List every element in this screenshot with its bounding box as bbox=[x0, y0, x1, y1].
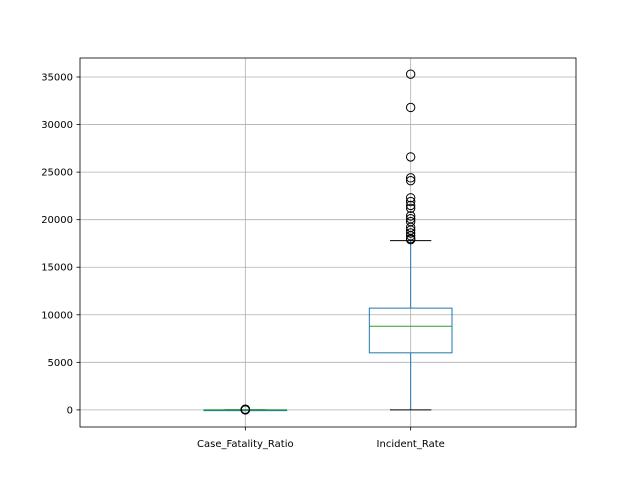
outlier-point bbox=[405, 228, 416, 238]
grid-lines bbox=[80, 58, 576, 427]
outlier-point bbox=[405, 200, 416, 211]
outlier-point bbox=[405, 152, 416, 162]
outlier-point bbox=[240, 404, 251, 414]
x-axis-ticks: Case_Fatality_Ratio Incident_Rate bbox=[197, 427, 445, 450]
y-tick-label: 35000 bbox=[41, 73, 73, 84]
outlier-point bbox=[405, 203, 416, 213]
outlier-point bbox=[405, 175, 416, 186]
box-Case_Fatality_Ratio bbox=[203, 404, 288, 415]
outlier-point bbox=[405, 69, 416, 79]
x-tick-label: Incident_Rate bbox=[377, 439, 445, 450]
y-tick-label: 5000 bbox=[48, 358, 73, 369]
box-series bbox=[203, 69, 453, 415]
y-tick-label: 0 bbox=[67, 405, 73, 416]
outlier-point bbox=[405, 196, 416, 207]
outlier-point bbox=[405, 234, 416, 245]
outlier-point bbox=[405, 231, 416, 241]
y-tick-label: 15000 bbox=[41, 263, 73, 274]
y-axis-ticks: 0 5000 10000 15000 20000 25000 30000 35000 bbox=[41, 73, 80, 416]
y-tick-label: 25000 bbox=[41, 168, 73, 179]
outlier-point bbox=[405, 102, 416, 113]
axes-frame bbox=[79, 57, 577, 428]
outlier-point bbox=[405, 211, 416, 221]
iqr-box bbox=[368, 307, 453, 354]
y-tick-label: 20000 bbox=[41, 215, 73, 226]
y-tick-label: 10000 bbox=[41, 310, 73, 321]
box-Incident_Rate bbox=[368, 69, 453, 411]
y-tick-label: 30000 bbox=[41, 120, 73, 131]
outlier-point bbox=[405, 193, 416, 203]
x-tick-label: Case_Fatality_Ratio bbox=[197, 439, 294, 450]
outlier-point bbox=[405, 173, 416, 183]
